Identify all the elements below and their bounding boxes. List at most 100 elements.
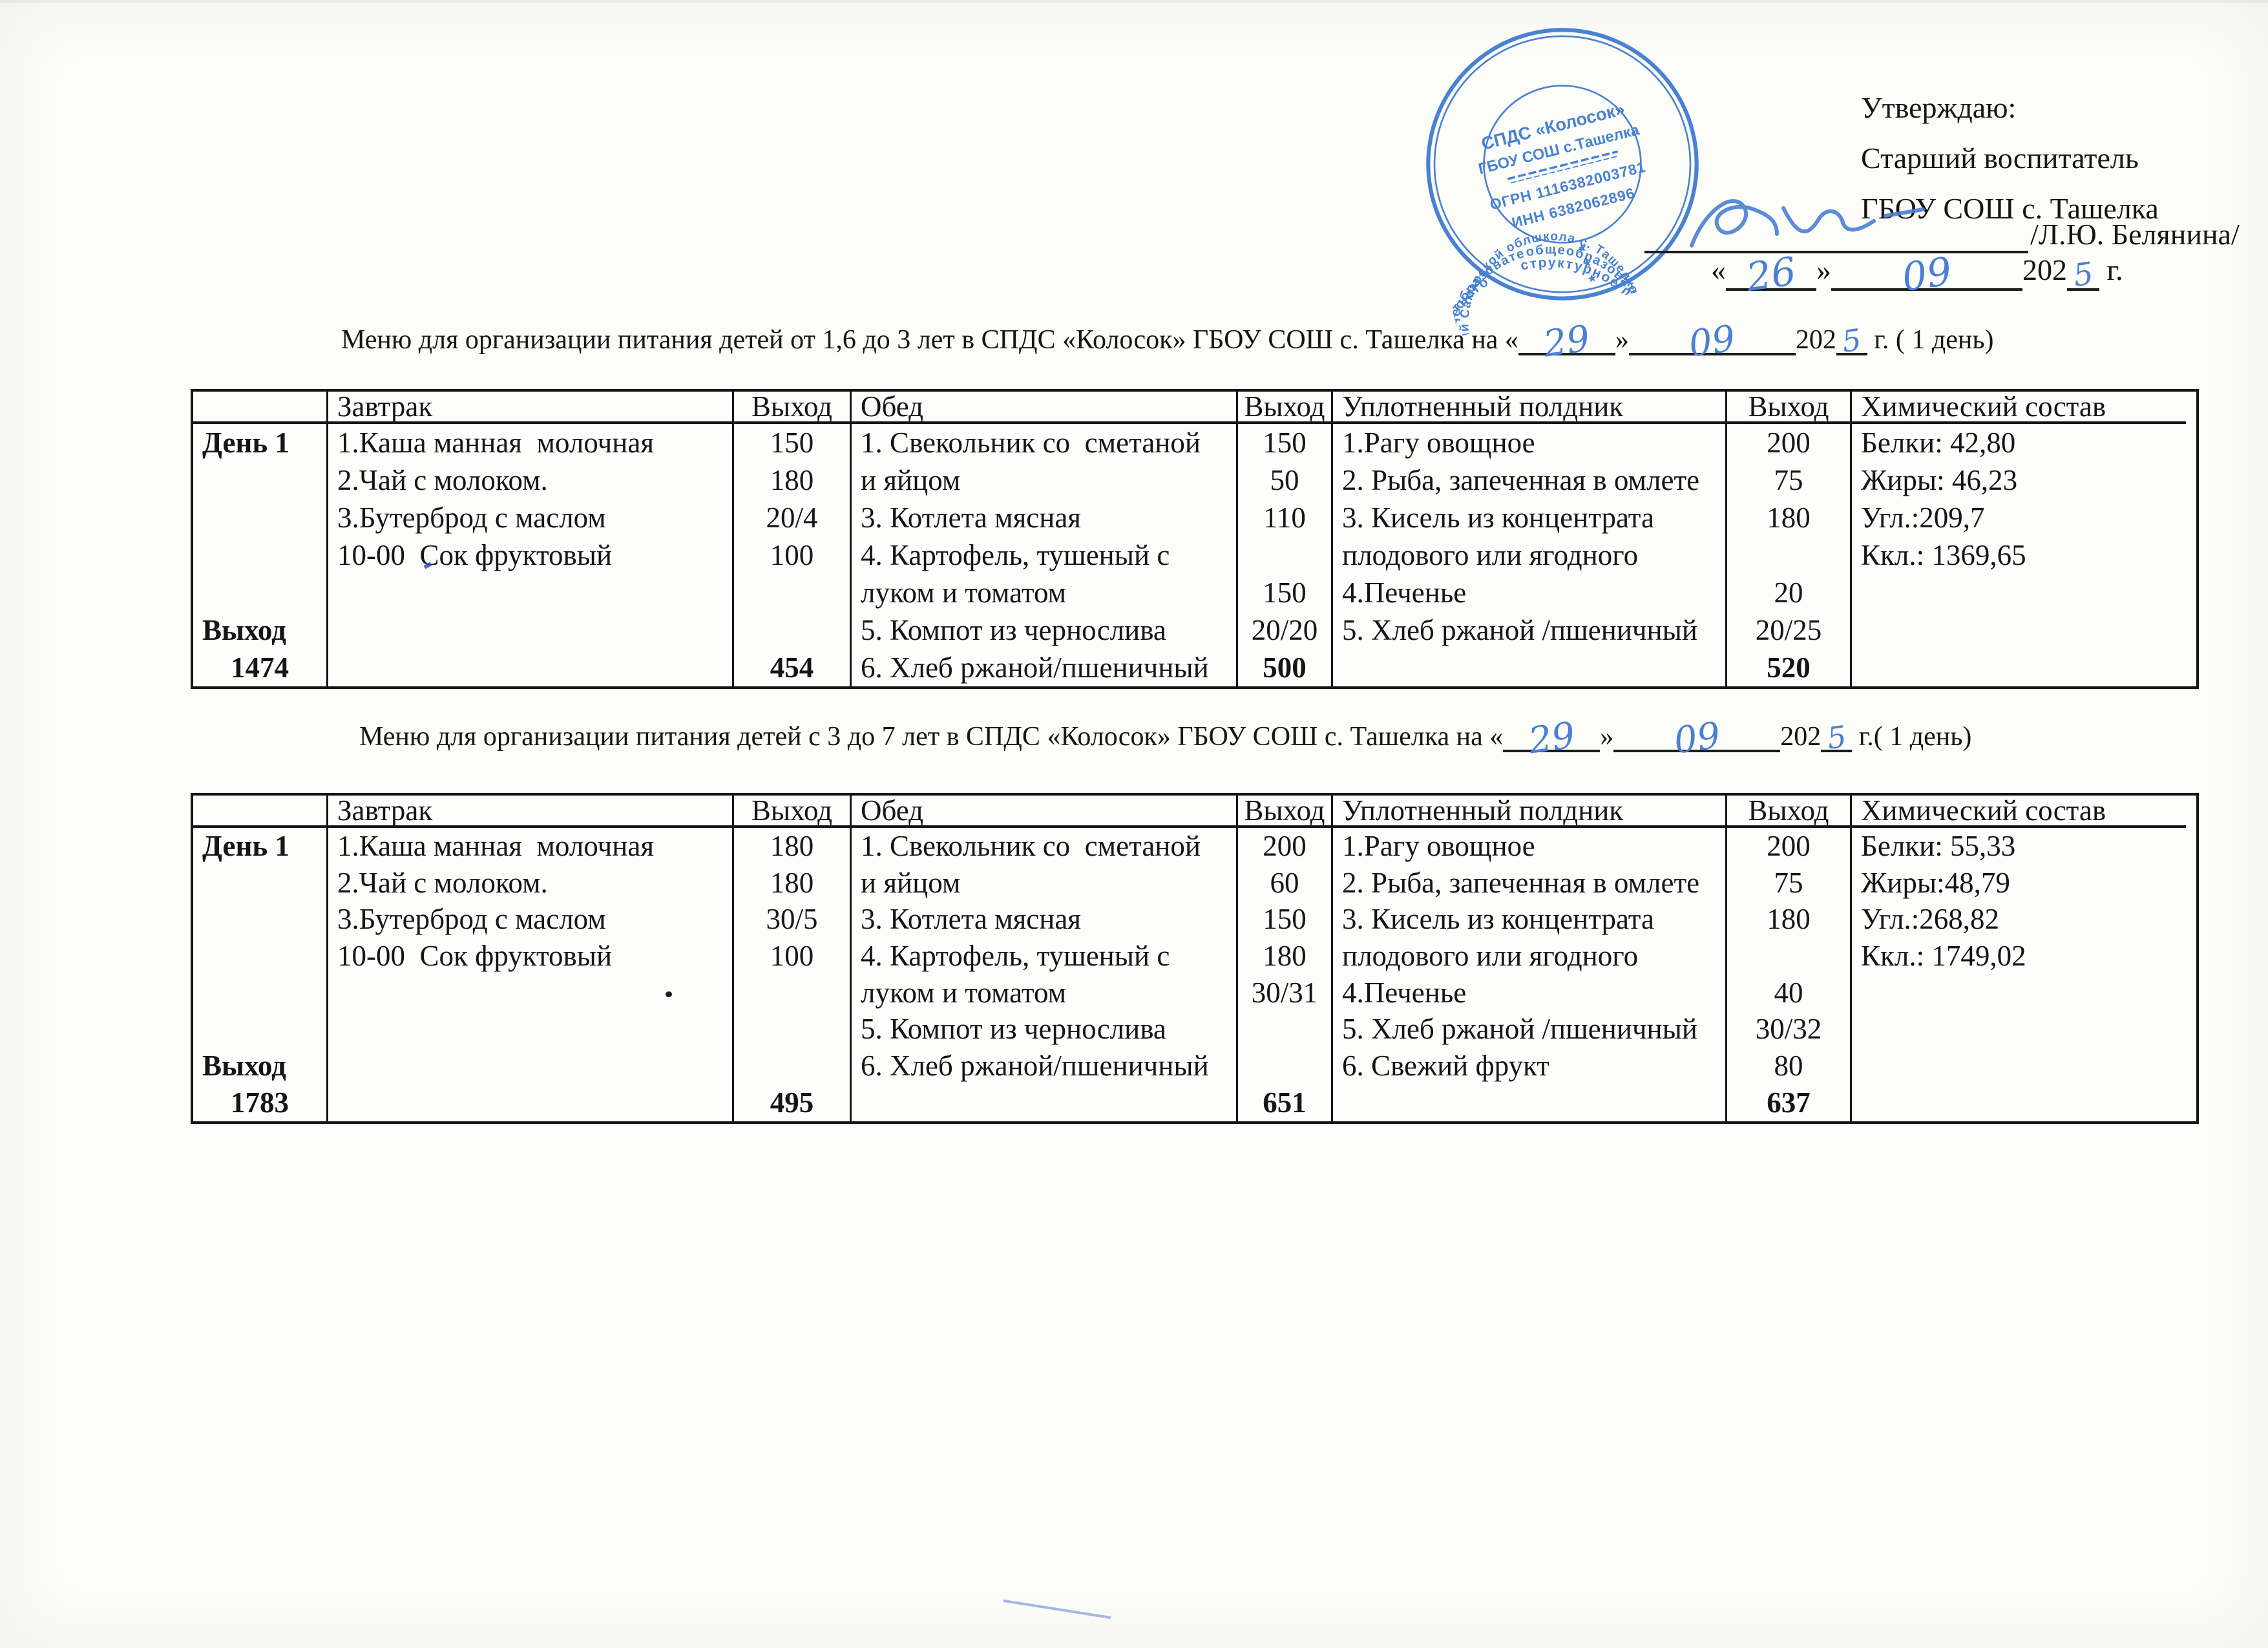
menu-table-toddlers: Завтрак Выход Обед Выход Уплотненный полдник… <box>191 389 2199 689</box>
cell-lunch-out: 150 50 110 150 20/20 500 <box>1238 424 1333 686</box>
cell-line <box>193 461 326 499</box>
cell-line <box>328 1048 732 1084</box>
cell-line: 180 <box>1767 502 1811 534</box>
column-header-lunch: Обед <box>852 796 1238 828</box>
cell-line: 75 <box>1774 464 1803 496</box>
cell-line: 150 <box>770 427 814 459</box>
cell-line: Белки: 42,80 <box>1861 427 2016 459</box>
cell-line: 180 <box>770 866 814 899</box>
cell-line <box>193 499 326 536</box>
title-text: Меню для организации питания детей от 1,… <box>341 325 1518 355</box>
cell-line <box>1852 1084 2186 1121</box>
cell-line: плодового или ягодного <box>1342 940 1639 973</box>
cell-line <box>1852 975 2186 1011</box>
ink-dot-artifact <box>666 991 672 997</box>
handwritten-day: 29 <box>1541 317 1593 366</box>
cell-line: 6. Хлеб ржаной/пшеничный <box>861 651 1209 684</box>
column-header-breakfast: Завтрак <box>328 392 734 424</box>
cell-line: 150 <box>1263 903 1307 936</box>
cell-line: 6. Хлеб ржаной/пшеничный <box>861 1050 1209 1083</box>
column-header-snack-out: Выход <box>1727 796 1852 828</box>
stamp-star-icon: ★ <box>1586 271 1599 286</box>
date-year-unit: г. <box>2099 253 2123 286</box>
cell-snack-out: 200 75 180 20 20/25 520 <box>1727 424 1852 686</box>
cell-breakfast-out: 150 180 20/4 100 454 <box>734 424 852 686</box>
stamp-star-icon: ★ <box>1575 240 1588 255</box>
handwritten-month: 09 <box>1671 714 1723 763</box>
cell-line: Выход <box>202 1050 286 1083</box>
title-month-blank: 09 <box>1628 317 1796 366</box>
cell-line <box>193 938 326 975</box>
cell-line: 4.Печенье <box>1342 576 1467 609</box>
cell-line: 3. Кисель из концентрата <box>1342 903 1654 936</box>
cell-line: 180 <box>770 830 814 862</box>
cell-line <box>193 1011 326 1048</box>
title-day-blank: 29 <box>1503 714 1601 763</box>
cell-line: День 1 <box>202 427 289 459</box>
cell-line <box>852 1084 1236 1121</box>
cell-line: 4. Картофель, тушеный с <box>861 940 1170 973</box>
cell-line: 200 <box>1263 830 1307 862</box>
cell-line: 5. Компот из чернослива <box>861 614 1166 646</box>
column-header-lunch-out: Выход <box>1238 392 1333 424</box>
title-suffix: г.( 1 день) <box>1852 722 1972 752</box>
cell-line: 4. Картофель, тушеный с <box>861 539 1170 571</box>
cell-day: День 1 Выход 1474 <box>193 424 328 686</box>
title-month-blank: 09 <box>1613 714 1781 763</box>
cell-line <box>1727 938 1850 975</box>
cell-chem: Белки: 42,80 Жиры: 46,23 Угл.:209,7 Ккл.: 1… <box>1852 424 2186 686</box>
cell-line: 1.Рагу овощное <box>1342 830 1535 862</box>
cell-line: 3. Кисель из концентрата <box>1342 502 1654 534</box>
cell-line: луком и томатом <box>861 576 1067 609</box>
cell-line: 40 <box>1774 976 1803 1009</box>
title-text: Меню для организации питания детей с 3 д… <box>359 722 1504 752</box>
cell-line: 4.Печенье <box>1342 976 1467 1009</box>
cell-snack: 1.Рагу овощное 2. Рыба, запеченная в омле… <box>1333 828 1727 1121</box>
column-header-chem: Химический состав <box>1852 392 2186 424</box>
cell-line: 75 <box>1774 866 1803 899</box>
column-header-snack: Уплотненный полдник <box>1333 392 1727 424</box>
cell-line <box>328 611 732 649</box>
cell-snack-out: 200 75 180 40 30/32 80 637 <box>1727 828 1852 1121</box>
cell-line: и яйцом <box>861 464 961 496</box>
column-header-breakfast-out: Выход <box>734 796 852 828</box>
stamp-outer-circle <box>1426 28 1699 301</box>
cell-line: 200 <box>1767 830 1811 862</box>
cell-line <box>328 574 732 611</box>
cell-lunch-out: 200 60 150 180 30/31 651 <box>1238 828 1333 1121</box>
cell-line: 2.Чай с молоком. <box>337 866 548 899</box>
cell-line: 30/31 <box>1251 976 1318 1009</box>
handwritten-month: 09 <box>1686 317 1738 366</box>
approval-line-position: Старший воспитатель <box>1861 142 2139 174</box>
cell-line: 1.Рагу овощное <box>1342 427 1535 459</box>
cell-lunch: 1. Свекольник со сметаной и яйцом 3. Котле… <box>852 828 1238 1121</box>
stamp-divider-line-2 <box>1510 156 1617 184</box>
cell-line: 500 <box>1263 651 1307 684</box>
cell-line <box>193 975 326 1011</box>
stamp-outer-circle-inner <box>1433 35 1692 293</box>
cell-line: 3.Бутерброд с маслом <box>337 903 606 936</box>
cell-line: 5. Хлеб ржаной /пшеничный <box>1342 1013 1697 1046</box>
cell-line: 60 <box>1270 866 1299 899</box>
cell-line: 2. Рыба, запеченная в омлете <box>1342 866 1700 899</box>
cell-line: 1.Каша манная молочная <box>337 830 655 862</box>
cell-line: 20/4 <box>766 502 818 534</box>
menu-title-2: Меню для организации питания детей с 3 д… <box>359 714 1972 763</box>
quote-close: » <box>1600 722 1614 752</box>
cell-breakfast: 1.Каша манная молочная 2.Чай с молоком. 3.… <box>328 828 734 1121</box>
cell-line: плодового или ягодного <box>1342 539 1639 571</box>
cell-line: Ккл.: 1369,65 <box>1861 539 2026 571</box>
cell-line <box>193 574 326 611</box>
cell-line: 5. Компот из чернослива <box>861 1013 1166 1046</box>
column-header-breakfast: Завтрак <box>328 796 734 828</box>
table-header-row: Завтрак Выход Обед Выход Уплотненный полдник… <box>193 392 2196 424</box>
cell-line: 20 <box>1774 576 1803 609</box>
table-header-row: Завтрак Выход Обед Выход Уплотненный полдник… <box>193 796 2196 828</box>
cell-line: 150 <box>1263 576 1307 609</box>
cell-line: 180 <box>770 464 814 496</box>
approval-line-org: ГБОУ СОШ с. Ташелка <box>1861 192 2159 225</box>
cell-line <box>328 1011 732 1048</box>
cell-line: День 1 <box>202 830 289 862</box>
cell-line <box>1333 649 1725 686</box>
cell-line <box>1852 1048 2186 1084</box>
